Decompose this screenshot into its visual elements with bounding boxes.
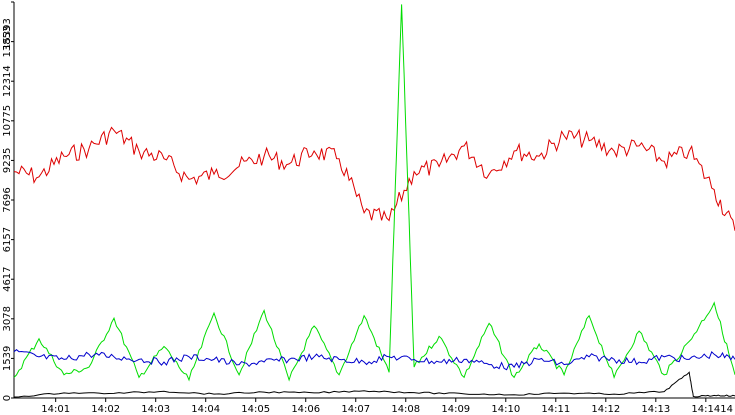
y-tick-label: 4617 bbox=[2, 266, 13, 291]
x-tick-layer: 14:01 14:02 14:03 14:04 14:05 14:06 14:07 14:08… bbox=[41, 398, 733, 415]
series-line-3 bbox=[13, 349, 735, 371]
x-tick-label: 14:01 bbox=[41, 404, 70, 415]
series-line-2 bbox=[13, 4, 735, 382]
y-tick-label: 0 bbox=[2, 395, 13, 401]
x-tick-label: 14:03 bbox=[141, 404, 170, 415]
y-tick-label: 9235 bbox=[2, 148, 13, 173]
y-tick-label: 15393 bbox=[2, 18, 13, 50]
x-tick-label: 14:07 bbox=[341, 404, 370, 415]
x-tick-label: 14:05 bbox=[241, 404, 270, 415]
series-layer bbox=[13, 4, 735, 398]
x-tick-label: 14:02 bbox=[91, 404, 120, 415]
x-tick-label: 14 bbox=[720, 404, 733, 415]
x-tick-label: 14:10 bbox=[491, 404, 520, 415]
y-tick-label: 3078 bbox=[2, 306, 13, 331]
x-tick-label: 14:11 bbox=[541, 404, 570, 415]
x-tick-label: 14:09 bbox=[441, 404, 470, 415]
series-line-1 bbox=[13, 126, 735, 231]
x-tick-label: 14:13 bbox=[641, 404, 670, 415]
x-tick-label: 14:12 bbox=[591, 404, 620, 415]
y-tick-label: 6157 bbox=[2, 227, 13, 252]
y-tick-label: 7696 bbox=[2, 187, 13, 212]
y-tick-layer: 0 1539 3078 4617 6157 7696 9235 10775 12314 13853… bbox=[2, 1, 14, 401]
x-tick-label: 14:14 bbox=[691, 404, 720, 415]
series-line-4 bbox=[13, 371, 735, 398]
x-tick-label: 14:04 bbox=[191, 404, 220, 415]
x-tick-label: 14:08 bbox=[391, 404, 420, 415]
y-tick-label: 12314 bbox=[2, 65, 13, 97]
y-tick-label: 13853 bbox=[2, 26, 13, 58]
y-tick-label: 10775 bbox=[2, 105, 13, 137]
x-tick-label: 14:06 bbox=[291, 404, 320, 415]
y-tick-label: 1539 bbox=[2, 346, 13, 371]
